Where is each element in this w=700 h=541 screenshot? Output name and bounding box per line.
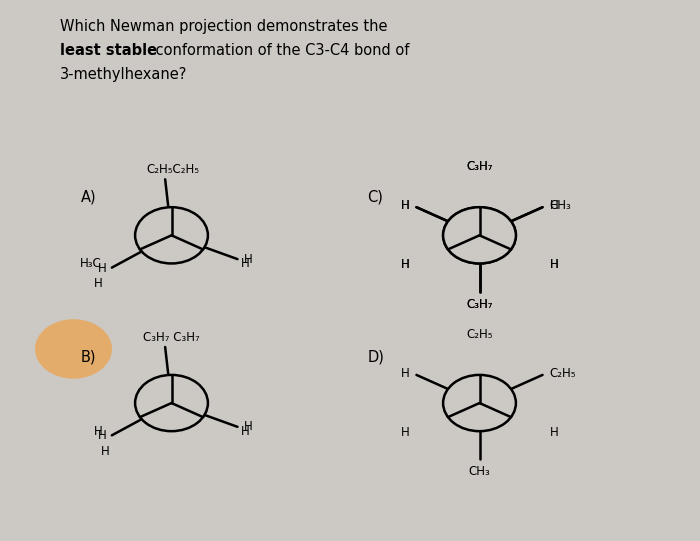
- Circle shape: [443, 207, 516, 263]
- Text: C₃H₇: C₃H₇: [466, 160, 493, 173]
- Text: H: H: [244, 253, 253, 266]
- Text: H₃C: H₃C: [80, 257, 102, 270]
- Text: H: H: [400, 258, 410, 272]
- Text: H: H: [102, 445, 110, 458]
- Circle shape: [35, 319, 112, 379]
- Text: H: H: [400, 426, 410, 439]
- Text: A): A): [80, 190, 96, 205]
- Text: C₂H₅C₂H₅: C₂H₅C₂H₅: [146, 163, 199, 176]
- Text: H: H: [94, 425, 103, 438]
- Text: C₃H₇: C₃H₇: [466, 298, 493, 311]
- Text: H: H: [550, 199, 559, 213]
- Text: C₃H₇ C₃H₇: C₃H₇ C₃H₇: [143, 331, 200, 344]
- Text: Which Newman projection demonstrates the: Which Newman projection demonstrates the: [60, 19, 387, 34]
- Text: C₂H₅: C₂H₅: [466, 328, 493, 341]
- Text: C₂H₅: C₂H₅: [550, 367, 576, 380]
- Text: C): C): [368, 190, 384, 205]
- Text: least stable: least stable: [60, 43, 157, 58]
- Text: H: H: [400, 199, 410, 213]
- Text: H: H: [400, 199, 410, 213]
- Circle shape: [443, 207, 516, 263]
- Circle shape: [135, 375, 208, 431]
- Text: H: H: [241, 425, 250, 438]
- Text: 3-methylhexane?: 3-methylhexane?: [60, 67, 187, 82]
- Text: H: H: [244, 420, 253, 433]
- Text: H: H: [97, 262, 106, 275]
- Text: H: H: [550, 258, 559, 272]
- Text: H: H: [550, 426, 559, 439]
- Text: CH₃: CH₃: [550, 199, 571, 213]
- Text: C₃H₇: C₃H₇: [466, 298, 493, 311]
- Text: H: H: [400, 258, 410, 272]
- Circle shape: [443, 375, 516, 431]
- Text: B): B): [80, 349, 96, 365]
- Text: CH₃: CH₃: [468, 465, 491, 478]
- Text: H: H: [400, 367, 410, 380]
- Text: D): D): [368, 349, 384, 365]
- Text: C₃H₇: C₃H₇: [466, 160, 493, 173]
- Text: H: H: [550, 258, 559, 272]
- Text: conformation of the C3-C4 bond of: conformation of the C3-C4 bond of: [151, 43, 410, 58]
- Text: H: H: [94, 277, 103, 290]
- Text: H: H: [97, 430, 106, 443]
- Text: H: H: [241, 257, 250, 270]
- Circle shape: [135, 207, 208, 263]
